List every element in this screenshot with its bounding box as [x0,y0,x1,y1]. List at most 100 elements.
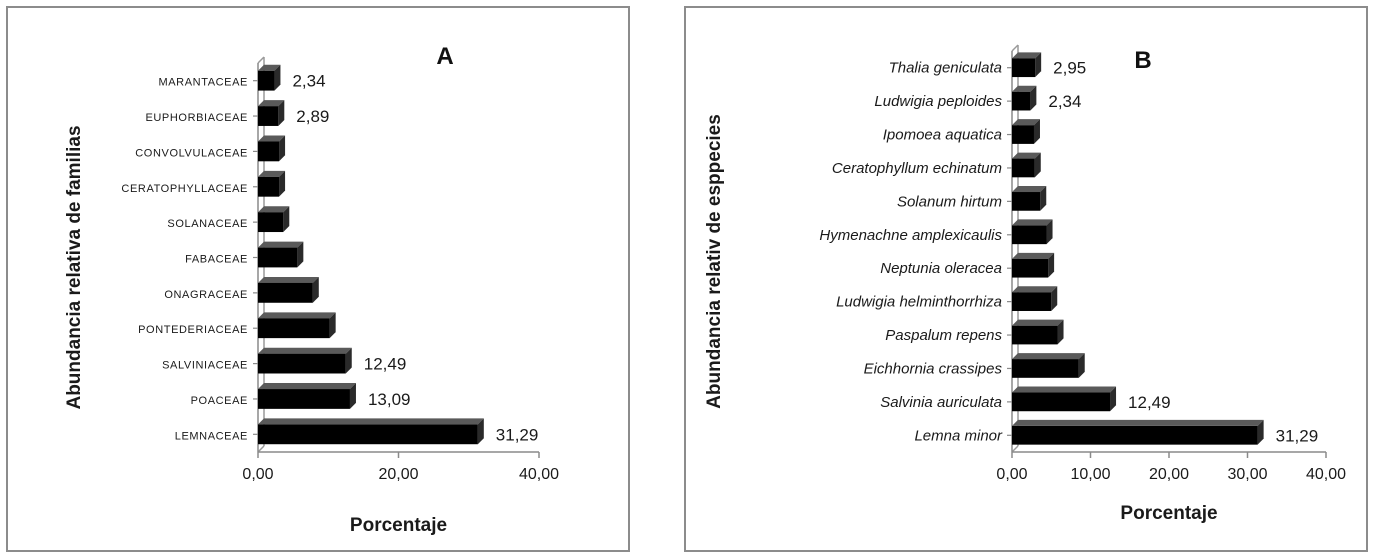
chart-a-category-label: PONTEDERIACEAE [138,324,248,336]
chart-b-wall-top-edge [1011,44,1019,52]
chart-a-category-label: CONVOLVULACEAE [135,147,248,159]
chart-a-data-label: 31,29 [496,425,539,444]
chart-a-bar-top-face [258,347,352,354]
chart-a-data-label: 13,09 [368,390,411,409]
chart-a-y-axis-title: Abundancia relativa de familias [64,125,85,409]
chart-b-bar-top-face [1012,319,1064,326]
chart-b-data-label: 31,29 [1276,426,1319,445]
chart-a-bar-end-face [297,241,304,268]
chart-a-category-label: SALVINIACEAE [162,360,248,372]
chart-a-bar-top-face [258,206,290,213]
chart-b-category-label: Neptunia oleracea [880,260,1002,277]
chart-panel-a: 0,00 20,00 40,00 LEMNACEAE 31,29 POACEAE 13,09… [6,6,630,552]
chart-b-bar [1012,192,1041,211]
chart-a-category-label: ONAGRACEAE [164,289,248,301]
chart-b-bar-top-face [1012,219,1053,226]
chart-a-bar-top-face [258,241,304,248]
chart-b-x-axis-title: Porcentaje [1120,503,1217,524]
chart-a-bar [258,212,284,233]
chart-a-bar-top-face [258,64,281,71]
chart-a-category-label: LEMNACEAE [175,430,248,442]
chart-a-category-label: SOLANACEAE [167,218,248,230]
chart-a-bar-top-face [258,100,285,107]
chart-b-category-label: Thalia geniculata [889,60,1002,77]
chart-a-bar-top-face [258,383,356,390]
chart-a-bar-top-face [258,312,336,319]
chart-a-bar-end-face [312,276,319,303]
chart-b-panel-label: B [1134,47,1151,74]
chart-b-bar-top-face [1012,152,1041,159]
chart-b-bar [1012,58,1036,78]
chart-b-bar [1012,91,1031,111]
chart-b-bar-top-face [1012,119,1040,126]
chart-b-bar [1012,158,1035,178]
chart-b-category-label: Ludwigia helminthorrhiza [836,294,1002,311]
chart-b-category-label: Eichhornia crassipes [864,360,1003,377]
chart-a-bar [258,318,330,339]
chart-b-data-label: 2,95 [1053,59,1086,78]
chart-b-bar-top-face [1012,252,1055,259]
chart-b-x-tick-label: 10,00 [1070,466,1110,483]
chart-b-bar-end-face [1033,119,1040,144]
chart-b-category-label: Ceratophyllum echinatum [832,160,1002,177]
chart-a-bar-end-face [278,100,285,126]
chart-b-category-label: Hymenachne amplexicaulis [819,227,1002,244]
chart-b-x-tick-label: 30,00 [1227,466,1267,483]
chart-b-category-label: Paspalum repens [885,327,1002,344]
chart-b-bar [1012,392,1111,412]
chart-b-category-label: Lemna minor [914,427,1003,444]
chart-a-category-label: MARANTACEAE [158,77,248,89]
chart-a-bar-end-face [477,418,484,445]
chart-a-bar [258,247,298,268]
chart-a-floor-edge [257,445,265,453]
chart-b-x-tick-label: 40,00 [1306,466,1346,483]
chart-b-x-tick-label: 20,00 [1149,466,1189,483]
chart-b-y-axis-title: Abundancia relativ de esppecies [704,114,725,409]
chart-b-bar [1012,125,1034,144]
chart-a-svg: 0,00 20,00 40,00 LEMNACEAE 31,29 POACEAE 13,09… [64,43,559,536]
chart-a-bar-end-face [329,312,336,339]
chart-b-category-label: Salvinia auriculata [880,394,1002,411]
chart-b-category-label: Ludwigia peploides [874,93,1002,110]
chart-a-x-tick-label: 20,00 [378,466,418,483]
chart-b-bar-top-face [1012,386,1117,393]
chart-b-data-label: 2,34 [1048,92,1081,111]
chart-a-data-label: 2,89 [296,107,329,126]
chart-a-category-label: POACEAE [191,395,248,407]
chart-a-bar-end-face [279,135,286,162]
chart-b-bar-end-face [1030,85,1037,111]
chart-b-floor-edge [1011,445,1019,453]
chart-b-category-label: Ipomoea aquatica [883,127,1002,144]
chart-b-bar [1012,292,1052,311]
chart-b-svg: 0,00 10,00 20,00 30,00 40,00 Lemna minor 31,29… [704,44,1346,524]
chart-a-x-tick-label: 40,00 [519,466,559,483]
chart-b-bar-end-face [1046,219,1053,245]
chart-b-bar-end-face [1048,252,1055,278]
chart-a-bar-end-face [274,64,281,91]
chart-b-bar-top-face [1012,52,1042,59]
chart-b-data-label: 12,49 [1128,393,1171,412]
chart-a-bar-end-face [279,170,286,197]
chart-b-bar [1012,359,1079,378]
chart-a-bar-top-face [258,170,286,177]
chart-a-panel-label: A [436,43,453,70]
chart-b-bar-end-face [1110,386,1117,412]
chart-a-bar-top-face [258,276,319,283]
chart-a-data-label: 2,34 [292,72,325,91]
chart-a-bar-end-face [345,347,352,374]
chart-a-data-label: 12,49 [364,355,407,374]
chart-a-bar [258,70,275,91]
chart-b-bar-end-face [1040,186,1047,211]
chart-b-bar-end-face [1034,152,1041,178]
chart-b-bar [1012,425,1258,445]
chart-b-bar [1012,258,1049,278]
chart-b-bar-top-face [1012,186,1047,193]
chart-a-bar [258,389,350,409]
chart-panel-b: 0,00 10,00 20,00 30,00 40,00 Lemna minor 31,29… [684,6,1368,552]
chart-b-bar-end-face [1057,319,1064,345]
chart-b-bar [1012,325,1058,345]
chart-b-category-label: Solanum hirtum [897,193,1002,210]
chart-b-bar-end-face [1051,286,1058,311]
chart-a-bar-top-face [258,135,286,142]
chart-a-bar [258,176,280,197]
